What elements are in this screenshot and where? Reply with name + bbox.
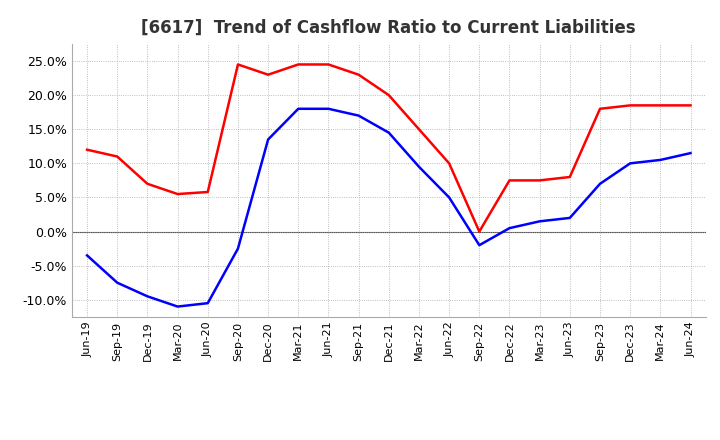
Free CF to Current Liabilities [415,164,423,169]
Operating CF to Current Liabilities [475,229,484,234]
Free CF to Current Liabilities [83,253,91,258]
Free CF to Current Liabilities [354,113,363,118]
Title: [6617]  Trend of Cashflow Ratio to Current Liabilities: [6617] Trend of Cashflow Ratio to Curren… [142,19,636,37]
Operating CF to Current Liabilities [565,174,574,180]
Free CF to Current Liabilities [595,181,604,187]
Free CF to Current Liabilities [656,157,665,162]
Free CF to Current Liabilities [565,215,574,220]
Operating CF to Current Liabilities [233,62,242,67]
Operating CF to Current Liabilities [113,154,122,159]
Free CF to Current Liabilities [324,106,333,111]
Operating CF to Current Liabilities [83,147,91,152]
Free CF to Current Liabilities [113,280,122,285]
Free CF to Current Liabilities [294,106,302,111]
Line: Free CF to Current Liabilities: Free CF to Current Liabilities [87,109,690,307]
Operating CF to Current Liabilities [445,161,454,166]
Operating CF to Current Liabilities [384,92,393,98]
Free CF to Current Liabilities [475,242,484,248]
Operating CF to Current Liabilities [656,103,665,108]
Operating CF to Current Liabilities [505,178,514,183]
Line: Operating CF to Current Liabilities: Operating CF to Current Liabilities [87,64,690,231]
Operating CF to Current Liabilities [294,62,302,67]
Operating CF to Current Liabilities [686,103,695,108]
Free CF to Current Liabilities [233,246,242,251]
Free CF to Current Liabilities [505,225,514,231]
Free CF to Current Liabilities [686,150,695,156]
Free CF to Current Liabilities [174,304,182,309]
Operating CF to Current Liabilities [143,181,152,187]
Free CF to Current Liabilities [143,294,152,299]
Free CF to Current Liabilities [626,161,634,166]
Operating CF to Current Liabilities [204,189,212,194]
Operating CF to Current Liabilities [354,72,363,77]
Operating CF to Current Liabilities [264,72,272,77]
Free CF to Current Liabilities [264,137,272,142]
Operating CF to Current Liabilities [415,127,423,132]
Operating CF to Current Liabilities [174,191,182,197]
Operating CF to Current Liabilities [536,178,544,183]
Operating CF to Current Liabilities [595,106,604,111]
Free CF to Current Liabilities [204,301,212,306]
Free CF to Current Liabilities [536,219,544,224]
Operating CF to Current Liabilities [626,103,634,108]
Operating CF to Current Liabilities [324,62,333,67]
Free CF to Current Liabilities [445,195,454,200]
Free CF to Current Liabilities [384,130,393,136]
